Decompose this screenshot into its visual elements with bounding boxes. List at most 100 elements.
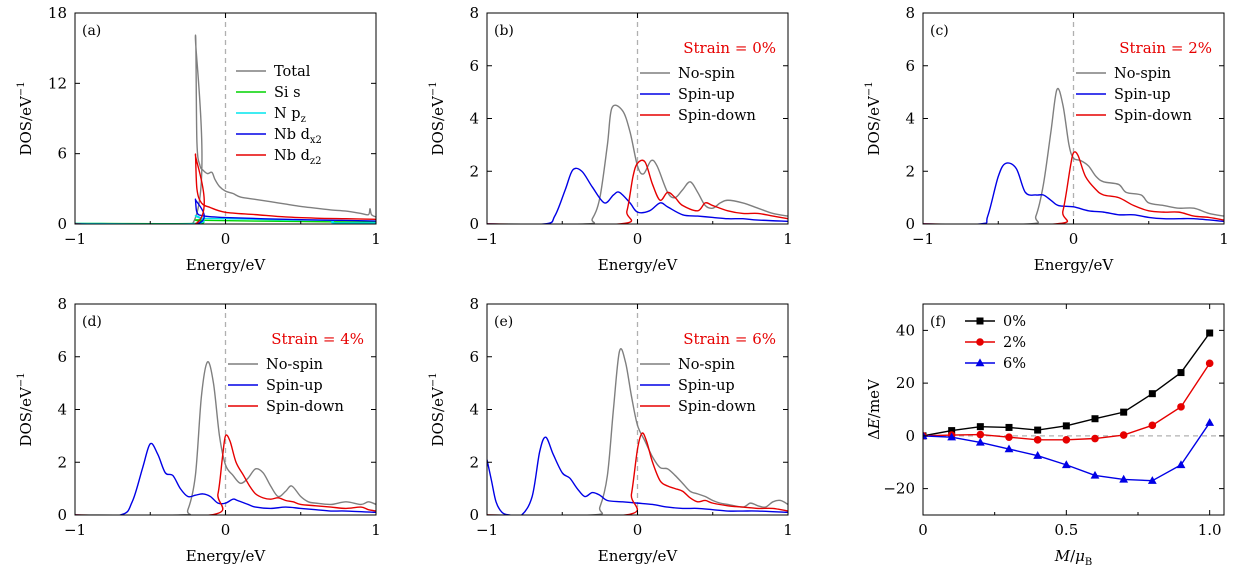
x-tick-label: −1 [476, 230, 498, 248]
data-point-square [1091, 415, 1099, 423]
legend-label: 6% [1003, 356, 1026, 372]
data-point-triangle [975, 437, 985, 446]
series-line-blue [75, 442, 376, 515]
x-tick-label: −1 [476, 521, 498, 539]
plot-area [923, 329, 1215, 484]
data-point-triangle [1090, 470, 1100, 479]
legend: No-spin Spin-up Spin-down [1076, 66, 1192, 124]
y-tick-label: 2 [469, 453, 479, 471]
y-tick-label: 8 [905, 4, 915, 22]
legend: No-spin Spin-up Spin-down [640, 66, 756, 124]
legend-label: Spin-up [1114, 87, 1171, 103]
data-point-triangle [1205, 418, 1215, 426]
data-point-square [1120, 408, 1128, 416]
legend-label: N pz [274, 106, 306, 125]
x-axis-label: Energy/eV [1034, 256, 1115, 274]
series-line-blue [487, 167, 788, 224]
series-line-red [923, 151, 1224, 224]
data-point-square [948, 427, 956, 435]
data-point-square [1005, 423, 1013, 431]
y-tick-label: 0 [469, 506, 479, 524]
y-tick-label: 8 [469, 295, 479, 313]
legend-label: Nb dx2 [274, 127, 322, 146]
legend-label: Spin-down [266, 399, 344, 415]
y-tick-label: 6 [469, 57, 479, 75]
panel-tag: (c) [930, 23, 949, 39]
y-axis-label: DOS/eV−1 [428, 372, 447, 446]
legend-label: Spin-up [266, 378, 323, 394]
series-line-red [75, 434, 376, 515]
y-axis-label: DOS/eV−1 [16, 372, 35, 446]
series-line-gray [75, 361, 376, 515]
strain-label: Strain = 0% [683, 39, 776, 57]
y-tick-label: 4 [57, 401, 67, 419]
y-tick-label: 12 [48, 74, 67, 92]
y-tick-label: 6 [57, 145, 67, 163]
series-line-gray [923, 87, 1224, 224]
data-point-triangle [1004, 444, 1014, 453]
x-tick-label: 1 [371, 521, 381, 539]
y-tick-label: 6 [469, 348, 479, 366]
y-tick-label: 6 [57, 348, 67, 366]
series-line-blue [487, 436, 788, 515]
data-point-circle [1005, 433, 1013, 441]
legend-label: 2% [1003, 335, 1026, 351]
strain-label: Strain = 4% [271, 330, 364, 348]
panel-tag: (e) [494, 314, 513, 330]
data-point-triangle [1176, 460, 1186, 469]
y-axis-label: DOS/eV−1 [16, 81, 35, 155]
legend-label: No-spin [1114, 66, 1171, 82]
panel-tag: (f) [930, 314, 946, 330]
legend-label: Spin-down [678, 108, 756, 124]
series-line-gray [75, 34, 376, 224]
x-tick-label: 1 [783, 230, 793, 248]
x-axis-label: M/μB [1054, 547, 1093, 568]
data-point-square [1148, 390, 1156, 398]
x-axis-label: Energy/eV [598, 256, 679, 274]
strain-label: Strain = 6% [683, 330, 776, 348]
plot-area [923, 87, 1224, 224]
legend: 0% 2% 6% [965, 314, 1026, 372]
y-tick-label: 6 [905, 57, 915, 75]
x-tick-label: 0 [633, 521, 643, 539]
y-tick-label: 40 [896, 321, 915, 339]
x-axis-label: Energy/eV [186, 547, 267, 565]
legend-label: No-spin [678, 66, 735, 82]
data-point-triangle [923, 431, 928, 440]
legend-label: No-spin [266, 357, 323, 373]
data-point-circle [976, 430, 985, 439]
x-tick-label: 0 [1069, 230, 1079, 248]
legend-label: Spin-up [678, 378, 735, 394]
panel-tag: (d) [82, 314, 102, 330]
legend: Total Si s N pz Nb dx2 Nb dz2 [236, 64, 322, 167]
x-tick-label: 0 [221, 521, 231, 539]
legend: No-spin Spin-up Spin-down [640, 357, 756, 415]
series-line-red [487, 159, 788, 224]
data-point-triangle [975, 358, 985, 367]
x-axis-label: Energy/eV [186, 256, 267, 274]
y-tick-label: 0 [905, 215, 915, 233]
panel-f: 0 0.5 1.0 −20 0 20 40 M/μB ΔE/meV (f) 0% 2% 6% [865, 303, 1225, 568]
y-tick-label: 18 [48, 4, 67, 22]
plot-area [75, 361, 376, 515]
y-tick-label: 0 [57, 506, 67, 524]
legend-label: No-spin [678, 357, 735, 373]
y-tick-label: 2 [57, 453, 67, 471]
strain-label: Strain = 2% [1119, 39, 1212, 57]
x-tick-label: 0 [633, 230, 643, 248]
data-point-triangle [1119, 474, 1129, 483]
data-point-square [1034, 426, 1042, 434]
x-tick-label: 0 [221, 230, 231, 248]
series-line-blue [923, 162, 1224, 224]
data-point-circle [1062, 436, 1071, 444]
data-point-circle [976, 338, 984, 346]
series-line-blue [923, 422, 1211, 482]
legend-label: Si s [274, 85, 301, 101]
series-line-red [75, 153, 376, 224]
plot-area [487, 104, 788, 224]
